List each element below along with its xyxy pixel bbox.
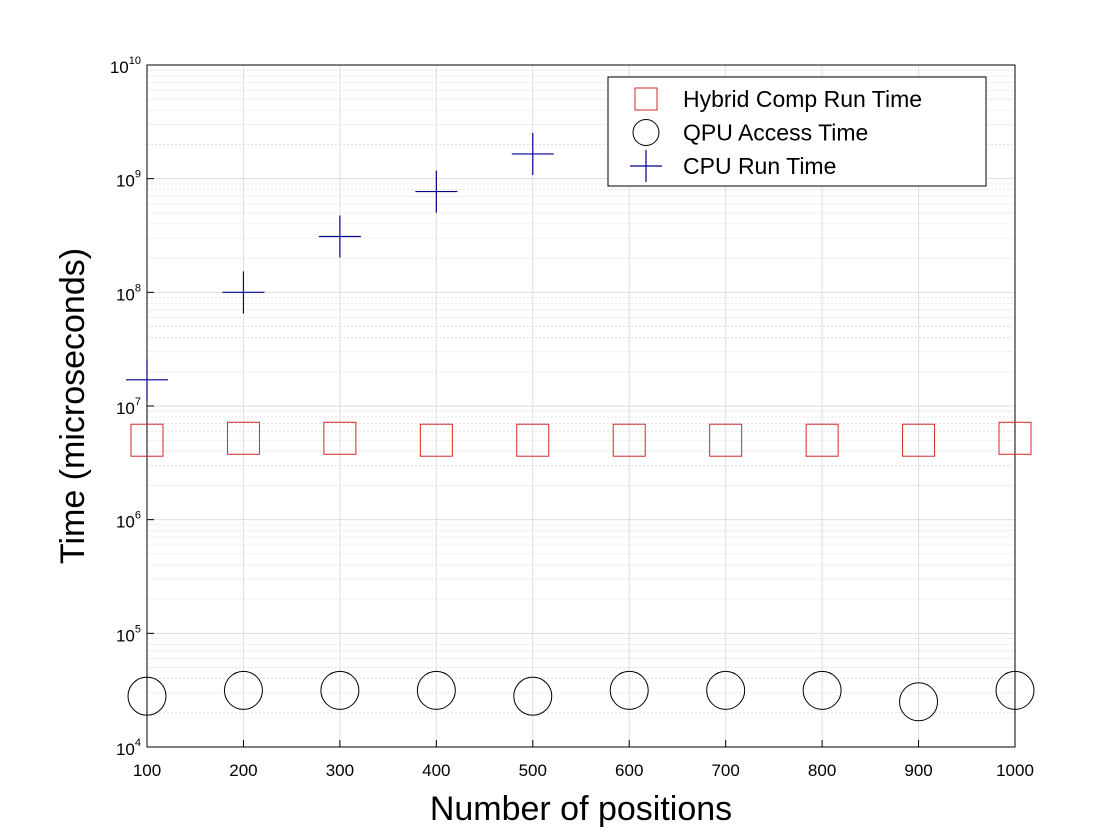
- data-point-circle: [609, 670, 649, 710]
- data-point-square: [516, 423, 550, 457]
- x-tick-label: 800: [808, 761, 836, 780]
- x-tick-label: 300: [326, 761, 354, 780]
- data-point-circle: [416, 670, 456, 710]
- data-point-square: [998, 421, 1032, 455]
- data-point-circle: [995, 670, 1035, 710]
- legend-marker-square: [634, 87, 658, 111]
- y-tick-label: 107: [116, 396, 141, 418]
- legend-label: CPU Run Time: [683, 153, 836, 179]
- data-point-plus: [126, 358, 168, 401]
- series-plus: [126, 132, 554, 401]
- y-tick-label: 109: [116, 169, 141, 191]
- x-tick-label: 900: [904, 761, 932, 780]
- legend-marker-circle: [632, 119, 660, 146]
- data-point-plus: [222, 271, 265, 314]
- y-tick-label: 106: [116, 510, 141, 532]
- data-point-square: [902, 423, 936, 457]
- x-tick-label: 100: [133, 761, 161, 780]
- x-axis: 100 200 300 400 500 600 700 800 900 1000: [133, 740, 1034, 780]
- x-tick-label: 200: [229, 761, 257, 780]
- y-tick-label: 104: [116, 737, 141, 759]
- legend-marker-plus: [630, 150, 662, 182]
- data-point-square: [323, 421, 357, 455]
- y-axis: 104 105 106 107 108 109 1010: [110, 55, 154, 759]
- x-tick-label: 600: [615, 761, 643, 780]
- data-point-circle: [320, 670, 360, 710]
- x-axis-label: Number of positions: [430, 790, 732, 828]
- data-point-plus: [318, 215, 361, 258]
- data-point-square: [709, 423, 743, 457]
- y-tick-label: 108: [116, 282, 141, 304]
- x-tick-label: 700: [711, 761, 739, 780]
- y-tick-label: 105: [116, 623, 141, 645]
- legend: Hybrid Comp Run Time QPU Access Time CPU R…: [607, 76, 987, 187]
- y-tick-label: 1010: [110, 55, 141, 77]
- legend-label: QPU Access Time: [683, 120, 868, 146]
- data-point-circle: [513, 676, 553, 716]
- series-square: [130, 421, 1032, 457]
- x-tick-label: 500: [519, 761, 547, 780]
- series-markers: [126, 132, 1035, 722]
- data-point-plus: [511, 132, 554, 175]
- data-point-plus: [415, 170, 458, 213]
- legend-box: [607, 76, 987, 187]
- y-axis-label: Time (microseconds): [54, 248, 92, 564]
- data-point-circle: [706, 670, 746, 710]
- x-tick-label: 400: [422, 761, 450, 780]
- data-point-circle: [127, 676, 167, 716]
- data-point-square: [612, 423, 646, 457]
- data-point-square: [226, 421, 260, 455]
- series-circle: [127, 670, 1035, 722]
- data-point-square: [419, 423, 453, 457]
- data-point-circle: [802, 670, 842, 710]
- legend-label: Hybrid Comp Run Time: [683, 86, 922, 112]
- x-tick-label: 1000: [996, 761, 1034, 780]
- data-point-square: [130, 423, 164, 457]
- data-point-circle: [899, 682, 939, 722]
- data-point-circle: [223, 670, 263, 710]
- data-point-square: [805, 423, 839, 457]
